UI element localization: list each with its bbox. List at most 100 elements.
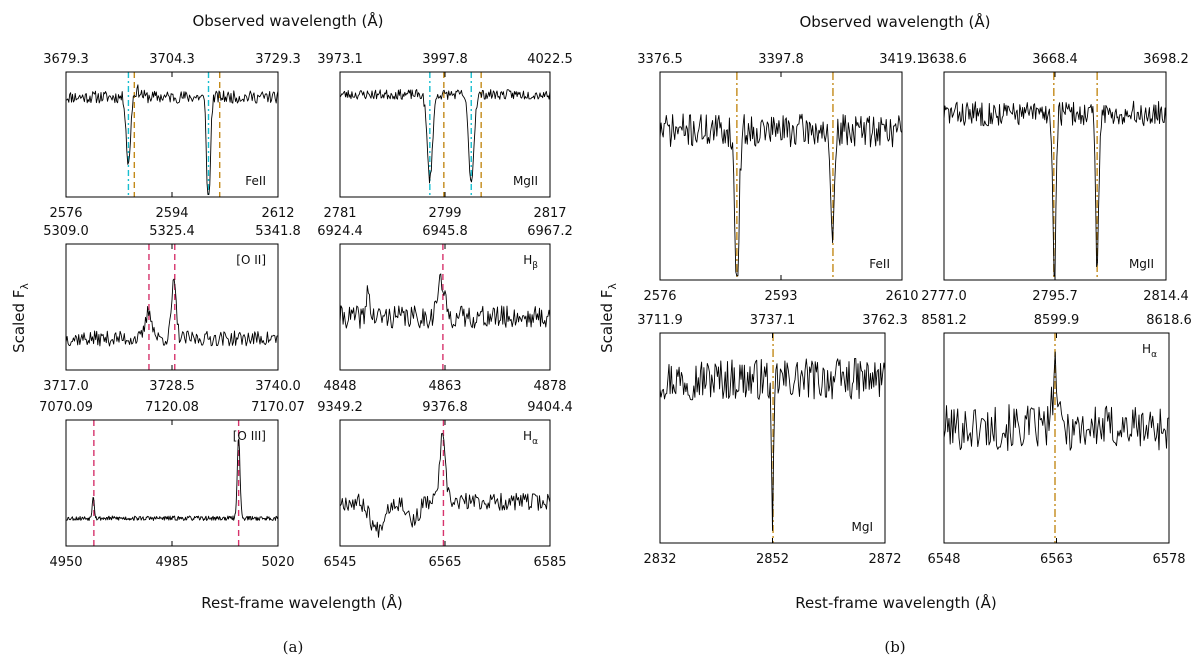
- bottom-tick-label-b-2-2: 2795.7: [1032, 289, 1078, 304]
- species-label-a-5: [O III]: [233, 429, 266, 443]
- bottom-tick-label-b-3-2: 2852: [756, 552, 789, 567]
- top-tick-label-b-1-1: 3376.5: [637, 52, 683, 67]
- species-label-b-2: MgII: [1129, 257, 1154, 271]
- panel-b-1: 3376.5 2576 3397.8 2593 3419.1 2610 FeII: [637, 52, 925, 304]
- bottom-tick-label-b-4-3: 6578: [1152, 552, 1185, 567]
- bottom-tick-label-a-3-3: 3740.0: [255, 379, 301, 394]
- panel-a-1: 3679.3 2576 3704.3 2594 3729.3 2612 FeII: [43, 52, 301, 221]
- bottom-tick-label-b-4-2: 6563: [1040, 552, 1073, 567]
- panel-a-3: 5309.0 3717.0 5325.4 3728.5 5341.8 3740.0 [O I…: [43, 224, 301, 394]
- left-bottom-xlabel: Rest-frame wavelength (Å): [201, 593, 402, 612]
- bottom-tick-label-a-1-2: 2594: [155, 206, 188, 221]
- bottom-tick-label-b-1-3: 2610: [885, 289, 918, 304]
- bottom-tick-label-b-1-2: 2593: [764, 289, 797, 304]
- species-label-a-4: Hβ: [523, 253, 538, 271]
- right-figure: Observed wavelength (Å) Rest-frame wavel…: [598, 12, 997, 656]
- panel-a-6: 9349.2 6545 9376.8 6565 9404.4 6585 Hα: [317, 400, 573, 570]
- top-tick-label-b-4-2: 8599.9: [1034, 313, 1080, 328]
- species-label-b-1: FeII: [869, 257, 890, 271]
- species-label-a-6: Hα: [523, 429, 538, 447]
- top-tick-label-b-2-2: 3668.4: [1032, 52, 1078, 67]
- bottom-tick-label-a-6-1: 6545: [323, 555, 356, 570]
- right-top-xlabel: Observed wavelength (Å): [799, 12, 990, 31]
- spectrum-a-6: [339, 433, 551, 538]
- top-tick-label-a-2-1: 3973.1: [317, 52, 363, 67]
- bottom-tick-label-a-2-1: 2781: [323, 206, 356, 221]
- top-tick-label-b-3-3: 3762.3: [862, 313, 908, 328]
- top-tick-label-b-1-2: 3397.8: [758, 52, 804, 67]
- top-tick-label-a-3-3: 5341.8: [255, 224, 301, 239]
- bottom-tick-label-a-6-2: 6565: [428, 555, 461, 570]
- spectrum-a-5: [65, 438, 279, 521]
- bottom-tick-label-b-4-1: 6548: [927, 552, 960, 567]
- top-tick-label-b-2-1: 3638.6: [921, 52, 967, 67]
- bottom-tick-label-b-2-1: 2777.0: [921, 289, 967, 304]
- bottom-tick-label-b-1-1: 2576: [643, 289, 676, 304]
- bottom-tick-label-a-4-1: 4848: [323, 379, 356, 394]
- left-caption: (a): [283, 638, 304, 656]
- top-tick-label-a-4-2: 6945.8: [422, 224, 468, 239]
- top-tick-label-a-1-2: 3704.3: [149, 52, 195, 67]
- spectrum-a-2: [339, 89, 551, 184]
- bottom-tick-label-a-4-3: 4878: [533, 379, 566, 394]
- top-tick-label-a-5-2: 7120.08: [145, 400, 199, 415]
- top-tick-label-b-2-3: 3698.2: [1143, 52, 1189, 67]
- bottom-tick-label-a-6-3: 6585: [533, 555, 566, 570]
- bottom-tick-label-a-5-3: 5020: [261, 555, 294, 570]
- top-tick-label-a-6-2: 9376.8: [422, 400, 468, 415]
- axes-frame-b-4: [943, 332, 1170, 544]
- top-tick-label-a-4-3: 6967.2: [527, 224, 573, 239]
- top-tick-label-a-2-3: 4022.5: [527, 52, 573, 67]
- bottom-tick-label-a-2-2: 2799: [428, 206, 461, 221]
- spectrum-a-4: [339, 273, 551, 329]
- bottom-tick-label-a-5-1: 4950: [49, 555, 82, 570]
- panel-a-2: 3973.1 2781 3997.8 2799 4022.5 2817 MgII: [317, 52, 573, 221]
- panel-a-4: 6924.4 4848 6945.8 4863 6967.2 4878 Hβ: [317, 224, 573, 394]
- bottom-tick-label-a-4-2: 4863: [428, 379, 461, 394]
- bottom-tick-label-a-5-2: 4985: [155, 555, 188, 570]
- bottom-tick-label-a-1-3: 2612: [261, 206, 294, 221]
- right-bottom-xlabel: Rest-frame wavelength (Å): [795, 593, 996, 612]
- top-tick-label-b-1-3: 3419.1: [879, 52, 925, 67]
- bottom-tick-label-b-2-3: 2814.4: [1143, 289, 1189, 304]
- top-tick-label-a-1-3: 3729.3: [255, 52, 301, 67]
- top-tick-label-a-5-3: 7170.07: [251, 400, 305, 415]
- spectrum-b-1: [659, 113, 903, 277]
- top-tick-label-b-4-3: 8618.6: [1146, 313, 1192, 328]
- left-top-xlabel: Observed wavelength (Å): [192, 11, 383, 30]
- bottom-tick-label-b-3-1: 2832: [643, 552, 676, 567]
- species-label-a-2: MgII: [513, 174, 538, 188]
- panel-a-5: 7070.09 4950 7120.08 4985 7170.07 5020 [O III]: [39, 400, 305, 570]
- axes-frame-a-4: [339, 243, 551, 371]
- top-tick-label-a-6-1: 9349.2: [317, 400, 363, 415]
- top-tick-label-a-3-2: 5325.4: [149, 224, 195, 239]
- top-tick-label-a-1-1: 3679.3: [43, 52, 89, 67]
- left-figure: Observed wavelength (Å) Rest-frame wavel…: [10, 11, 403, 656]
- bottom-tick-label-a-1-1: 2576: [49, 206, 82, 221]
- species-label-a-1: FeII: [245, 174, 266, 188]
- top-tick-label-a-6-3: 9404.4: [527, 400, 573, 415]
- species-label-a-3: [O II]: [236, 253, 266, 267]
- left-ylabel: Scaled Fλ: [10, 283, 31, 353]
- bottom-tick-label-a-2-3: 2817: [533, 206, 566, 221]
- top-tick-label-a-5-1: 7070.09: [39, 400, 93, 415]
- species-label-b-4: Hα: [1142, 342, 1157, 360]
- top-tick-label-b-3-2: 3737.1: [750, 313, 796, 328]
- spectrum-a-1: [65, 84, 279, 195]
- top-tick-label-b-3-1: 3711.9: [637, 313, 683, 328]
- top-tick-label-b-4-1: 8581.2: [921, 313, 967, 328]
- panel-b-2: 3638.6 2777.0 3668.4 2795.7 3698.2 2814.4 MgII: [921, 52, 1189, 304]
- spectrum-b-4: [943, 351, 1170, 451]
- spectrum-panels: 3679.3 2576 3704.3 2594 3729.3 2612 FeII 3973.1…: [39, 52, 1192, 570]
- bottom-tick-label-a-3-1: 3717.0: [43, 379, 89, 394]
- species-label-b-3: MgI: [851, 520, 873, 534]
- panel-b-3: 3711.9 2832 3737.1 2852 3762.3 2872 MgI: [637, 313, 908, 567]
- right-caption: (b): [884, 638, 905, 656]
- axes-frame-b-1: [659, 71, 903, 281]
- right-ylabel: Scaled Fλ: [598, 283, 619, 353]
- top-tick-label-a-3-1: 5309.0: [43, 224, 89, 239]
- bottom-tick-label-b-3-3: 2872: [868, 552, 901, 567]
- spectrum-b-3: [659, 358, 886, 531]
- spectrum-a-3: [65, 278, 279, 347]
